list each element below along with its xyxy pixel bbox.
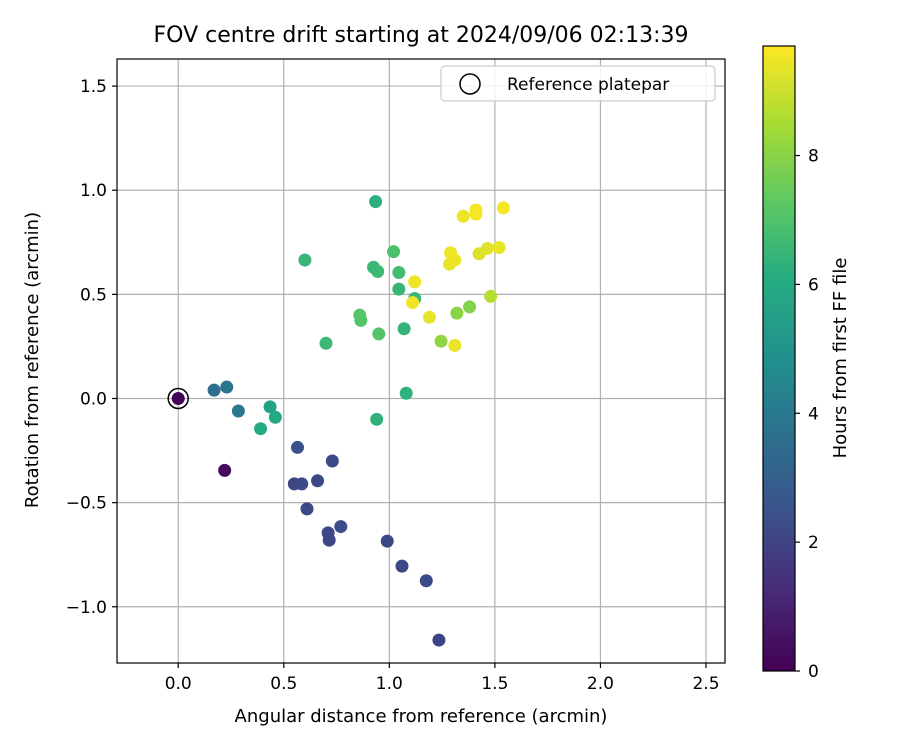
scatter-point <box>481 242 494 256</box>
y-axis-label: Rotation from reference (arcmin) <box>22 212 43 508</box>
scatter-point <box>380 534 394 548</box>
scatter-point <box>434 334 448 348</box>
y-tick-label: 1.5 <box>80 77 107 97</box>
colorbar-gradient <box>762 45 796 672</box>
scatter-point <box>496 201 510 215</box>
legend-box <box>440 65 716 102</box>
scatter-point <box>263 400 277 414</box>
scatter-point <box>298 253 312 267</box>
scatter-point <box>334 520 348 534</box>
colorbar-tick-label: 6 <box>808 275 819 295</box>
x-tick-label: 0.5 <box>270 674 297 694</box>
x-tick-label: 1.5 <box>481 674 508 694</box>
scatter-point <box>392 265 406 279</box>
y-tick-label: 1.0 <box>80 181 107 201</box>
colorbar-label: Hours from first FF file <box>830 258 851 459</box>
scatter-point <box>395 559 409 573</box>
scatter-point <box>450 306 464 320</box>
scatter-points <box>171 195 510 647</box>
scatter-point <box>484 289 498 303</box>
x-axis-label: Angular distance from reference (arcmin) <box>235 706 608 727</box>
legend-entry: Reference platepar <box>507 75 669 95</box>
scatter-point <box>422 310 436 324</box>
x-tick-label: 0.0 <box>165 674 192 694</box>
legend: Reference platepar <box>440 65 716 102</box>
plot-frame <box>116 58 726 664</box>
scatter-point <box>300 502 314 516</box>
y-tick-label: −1.0 <box>66 598 107 618</box>
scatter-point <box>268 410 282 424</box>
scatter-point <box>456 209 470 223</box>
x-tick-label: 2.0 <box>587 674 614 694</box>
scatter-point <box>408 275 422 289</box>
scatter-point <box>372 327 386 341</box>
scatter-point <box>207 383 221 397</box>
scatter-point <box>392 282 406 296</box>
scatter-point <box>319 336 333 350</box>
scatter-point <box>171 391 185 405</box>
scatter-point <box>387 245 401 259</box>
scatter-point <box>295 477 309 491</box>
scatter-point <box>406 296 420 310</box>
plot-area: 0.0 0.5 1.0 1.5 2.0 2.5 −1.0 −0.5 0.0 0.5 1.0 1.5 Re… <box>66 58 726 694</box>
scatter-point <box>419 574 433 588</box>
y-tick-label: 0.0 <box>80 389 107 409</box>
scatter-point <box>322 533 336 547</box>
scatter-point <box>371 264 385 278</box>
chart-title: FOV centre drift starting at 2024/09/06 … <box>154 23 689 48</box>
scatter-point <box>218 463 232 477</box>
legend-marker <box>459 73 481 95</box>
colorbar-tick-label: 8 <box>808 147 819 167</box>
colorbar-tick-label: 0 <box>808 662 819 682</box>
y-tick-label: 0.5 <box>80 285 107 305</box>
x-tick-label: 1.0 <box>376 674 403 694</box>
scatter-point <box>448 338 462 352</box>
scatter-point <box>399 386 413 400</box>
scatter-point <box>325 454 339 468</box>
scatter-point <box>463 300 477 314</box>
scatter-point <box>291 440 304 454</box>
scatter-point <box>397 322 411 336</box>
scatter-point <box>432 633 446 647</box>
scatter-point <box>354 313 368 327</box>
y-tick-label: −0.5 <box>66 494 107 514</box>
scatter-point <box>220 380 234 394</box>
scatter-point <box>231 404 245 418</box>
scatter-point <box>369 195 383 209</box>
scatter-point <box>448 253 462 267</box>
x-tick-label: 2.5 <box>692 674 719 694</box>
scatter-point <box>254 422 268 436</box>
colorbar-tick-label: 4 <box>808 404 819 424</box>
colorbar-tick-label: 2 <box>808 533 819 553</box>
reference-marker <box>167 387 189 410</box>
scatter-point <box>469 207 483 221</box>
scatter-point <box>311 474 325 488</box>
scatter-point <box>492 240 506 254</box>
colorbar: 0 2 4 6 8 <box>762 45 819 682</box>
scatter-point <box>370 412 384 426</box>
